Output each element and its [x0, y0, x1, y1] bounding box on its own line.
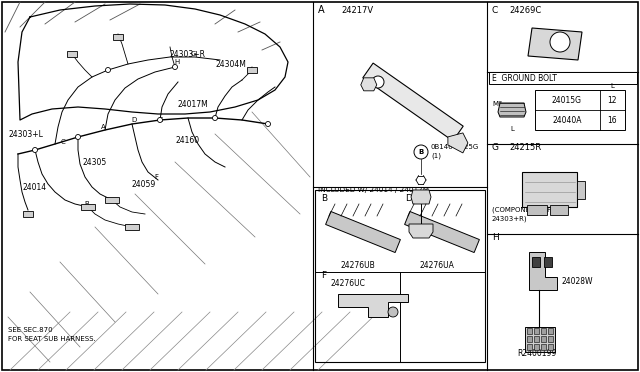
Text: F: F — [321, 270, 326, 279]
Text: 24276UC: 24276UC — [331, 279, 366, 289]
Bar — [525, 327, 555, 352]
Bar — [67, 51, 77, 57]
Circle shape — [266, 122, 271, 126]
Circle shape — [76, 135, 81, 140]
Text: 0B146-6125G: 0B146-6125G — [431, 144, 479, 150]
Bar — [550, 205, 568, 215]
Bar — [527, 205, 547, 215]
Bar — [541, 344, 546, 350]
Text: 24269C: 24269C — [509, 6, 541, 15]
Text: B: B — [321, 193, 327, 202]
Bar — [113, 34, 123, 40]
Text: FOR SEAT SUB HARNESS.: FOR SEAT SUB HARNESS. — [8, 336, 96, 342]
Bar — [23, 211, 33, 217]
Text: R2400199: R2400199 — [517, 350, 556, 359]
Text: G: G — [191, 51, 196, 57]
Bar — [527, 328, 532, 334]
Polygon shape — [326, 211, 401, 253]
Text: 24304M: 24304M — [215, 60, 246, 68]
Text: 16: 16 — [607, 115, 617, 125]
Bar — [315, 190, 485, 362]
Circle shape — [212, 115, 218, 121]
Text: 24017M: 24017M — [178, 99, 209, 109]
Bar — [489, 72, 637, 84]
Text: L: L — [510, 126, 514, 132]
Polygon shape — [528, 28, 582, 60]
Text: A: A — [318, 5, 324, 15]
Text: G: G — [492, 142, 499, 151]
Text: B: B — [419, 149, 424, 155]
Text: 24276UA: 24276UA — [420, 260, 455, 269]
Text: F: F — [154, 174, 158, 180]
Polygon shape — [361, 78, 377, 91]
Text: L: L — [610, 83, 614, 89]
Circle shape — [550, 32, 570, 52]
Bar — [548, 344, 553, 350]
Text: (1): (1) — [431, 153, 441, 159]
Bar — [534, 336, 539, 342]
Polygon shape — [338, 294, 408, 317]
Polygon shape — [448, 133, 468, 153]
Text: 24059: 24059 — [132, 180, 156, 189]
Bar — [125, 224, 139, 230]
Bar — [247, 67, 257, 73]
Bar — [548, 336, 553, 342]
Text: 24040A: 24040A — [552, 115, 582, 125]
Bar — [527, 336, 532, 342]
Text: C: C — [492, 6, 499, 15]
Circle shape — [173, 64, 177, 70]
Circle shape — [372, 76, 384, 88]
Bar — [527, 344, 532, 350]
Polygon shape — [498, 103, 526, 117]
Text: E: E — [158, 117, 163, 123]
Bar — [535, 90, 625, 130]
Bar — [548, 328, 553, 334]
Bar — [544, 257, 552, 267]
Text: 12: 12 — [607, 96, 617, 105]
Text: 24215R: 24215R — [509, 142, 541, 151]
Text: 24160: 24160 — [175, 135, 199, 144]
Bar — [577, 181, 585, 199]
Polygon shape — [411, 190, 431, 204]
Bar — [105, 197, 119, 203]
Text: SEE SEC.870: SEE SEC.870 — [8, 327, 52, 333]
Text: 24015G: 24015G — [552, 96, 582, 105]
Text: 24303+R: 24303+R — [170, 49, 206, 58]
Polygon shape — [363, 63, 463, 141]
Text: 24303+R): 24303+R) — [492, 216, 527, 222]
Text: C: C — [61, 139, 66, 145]
Text: E  GROUND BOLT: E GROUND BOLT — [492, 74, 557, 83]
Text: 24305: 24305 — [82, 157, 106, 167]
Text: H: H — [174, 59, 179, 65]
Text: 24303+L: 24303+L — [8, 129, 43, 138]
Bar — [534, 328, 539, 334]
Text: 24014: 24014 — [22, 183, 46, 192]
Polygon shape — [404, 211, 479, 253]
Bar — [541, 328, 546, 334]
Circle shape — [106, 67, 111, 73]
Circle shape — [388, 307, 398, 317]
Circle shape — [33, 148, 38, 153]
Bar — [522, 172, 577, 207]
Text: 24028W: 24028W — [562, 278, 593, 286]
Bar — [534, 344, 539, 350]
Text: H: H — [492, 232, 499, 241]
Text: D: D — [405, 193, 412, 202]
Text: 24217V: 24217V — [341, 6, 373, 15]
Circle shape — [157, 118, 163, 122]
Polygon shape — [529, 252, 557, 290]
Bar — [81, 204, 95, 210]
Bar — [541, 336, 546, 342]
Text: A: A — [101, 124, 106, 130]
Text: (COMPONENT OF: (COMPONENT OF — [492, 207, 551, 213]
Bar — [532, 257, 540, 267]
Text: D: D — [131, 117, 136, 123]
Text: M6: M6 — [492, 101, 502, 107]
Text: INCLUDED W/ 24014 / 24017M: INCLUDED W/ 24014 / 24017M — [318, 187, 429, 193]
Polygon shape — [409, 224, 433, 238]
Text: 24276UB: 24276UB — [341, 260, 376, 269]
Text: B: B — [84, 201, 89, 207]
